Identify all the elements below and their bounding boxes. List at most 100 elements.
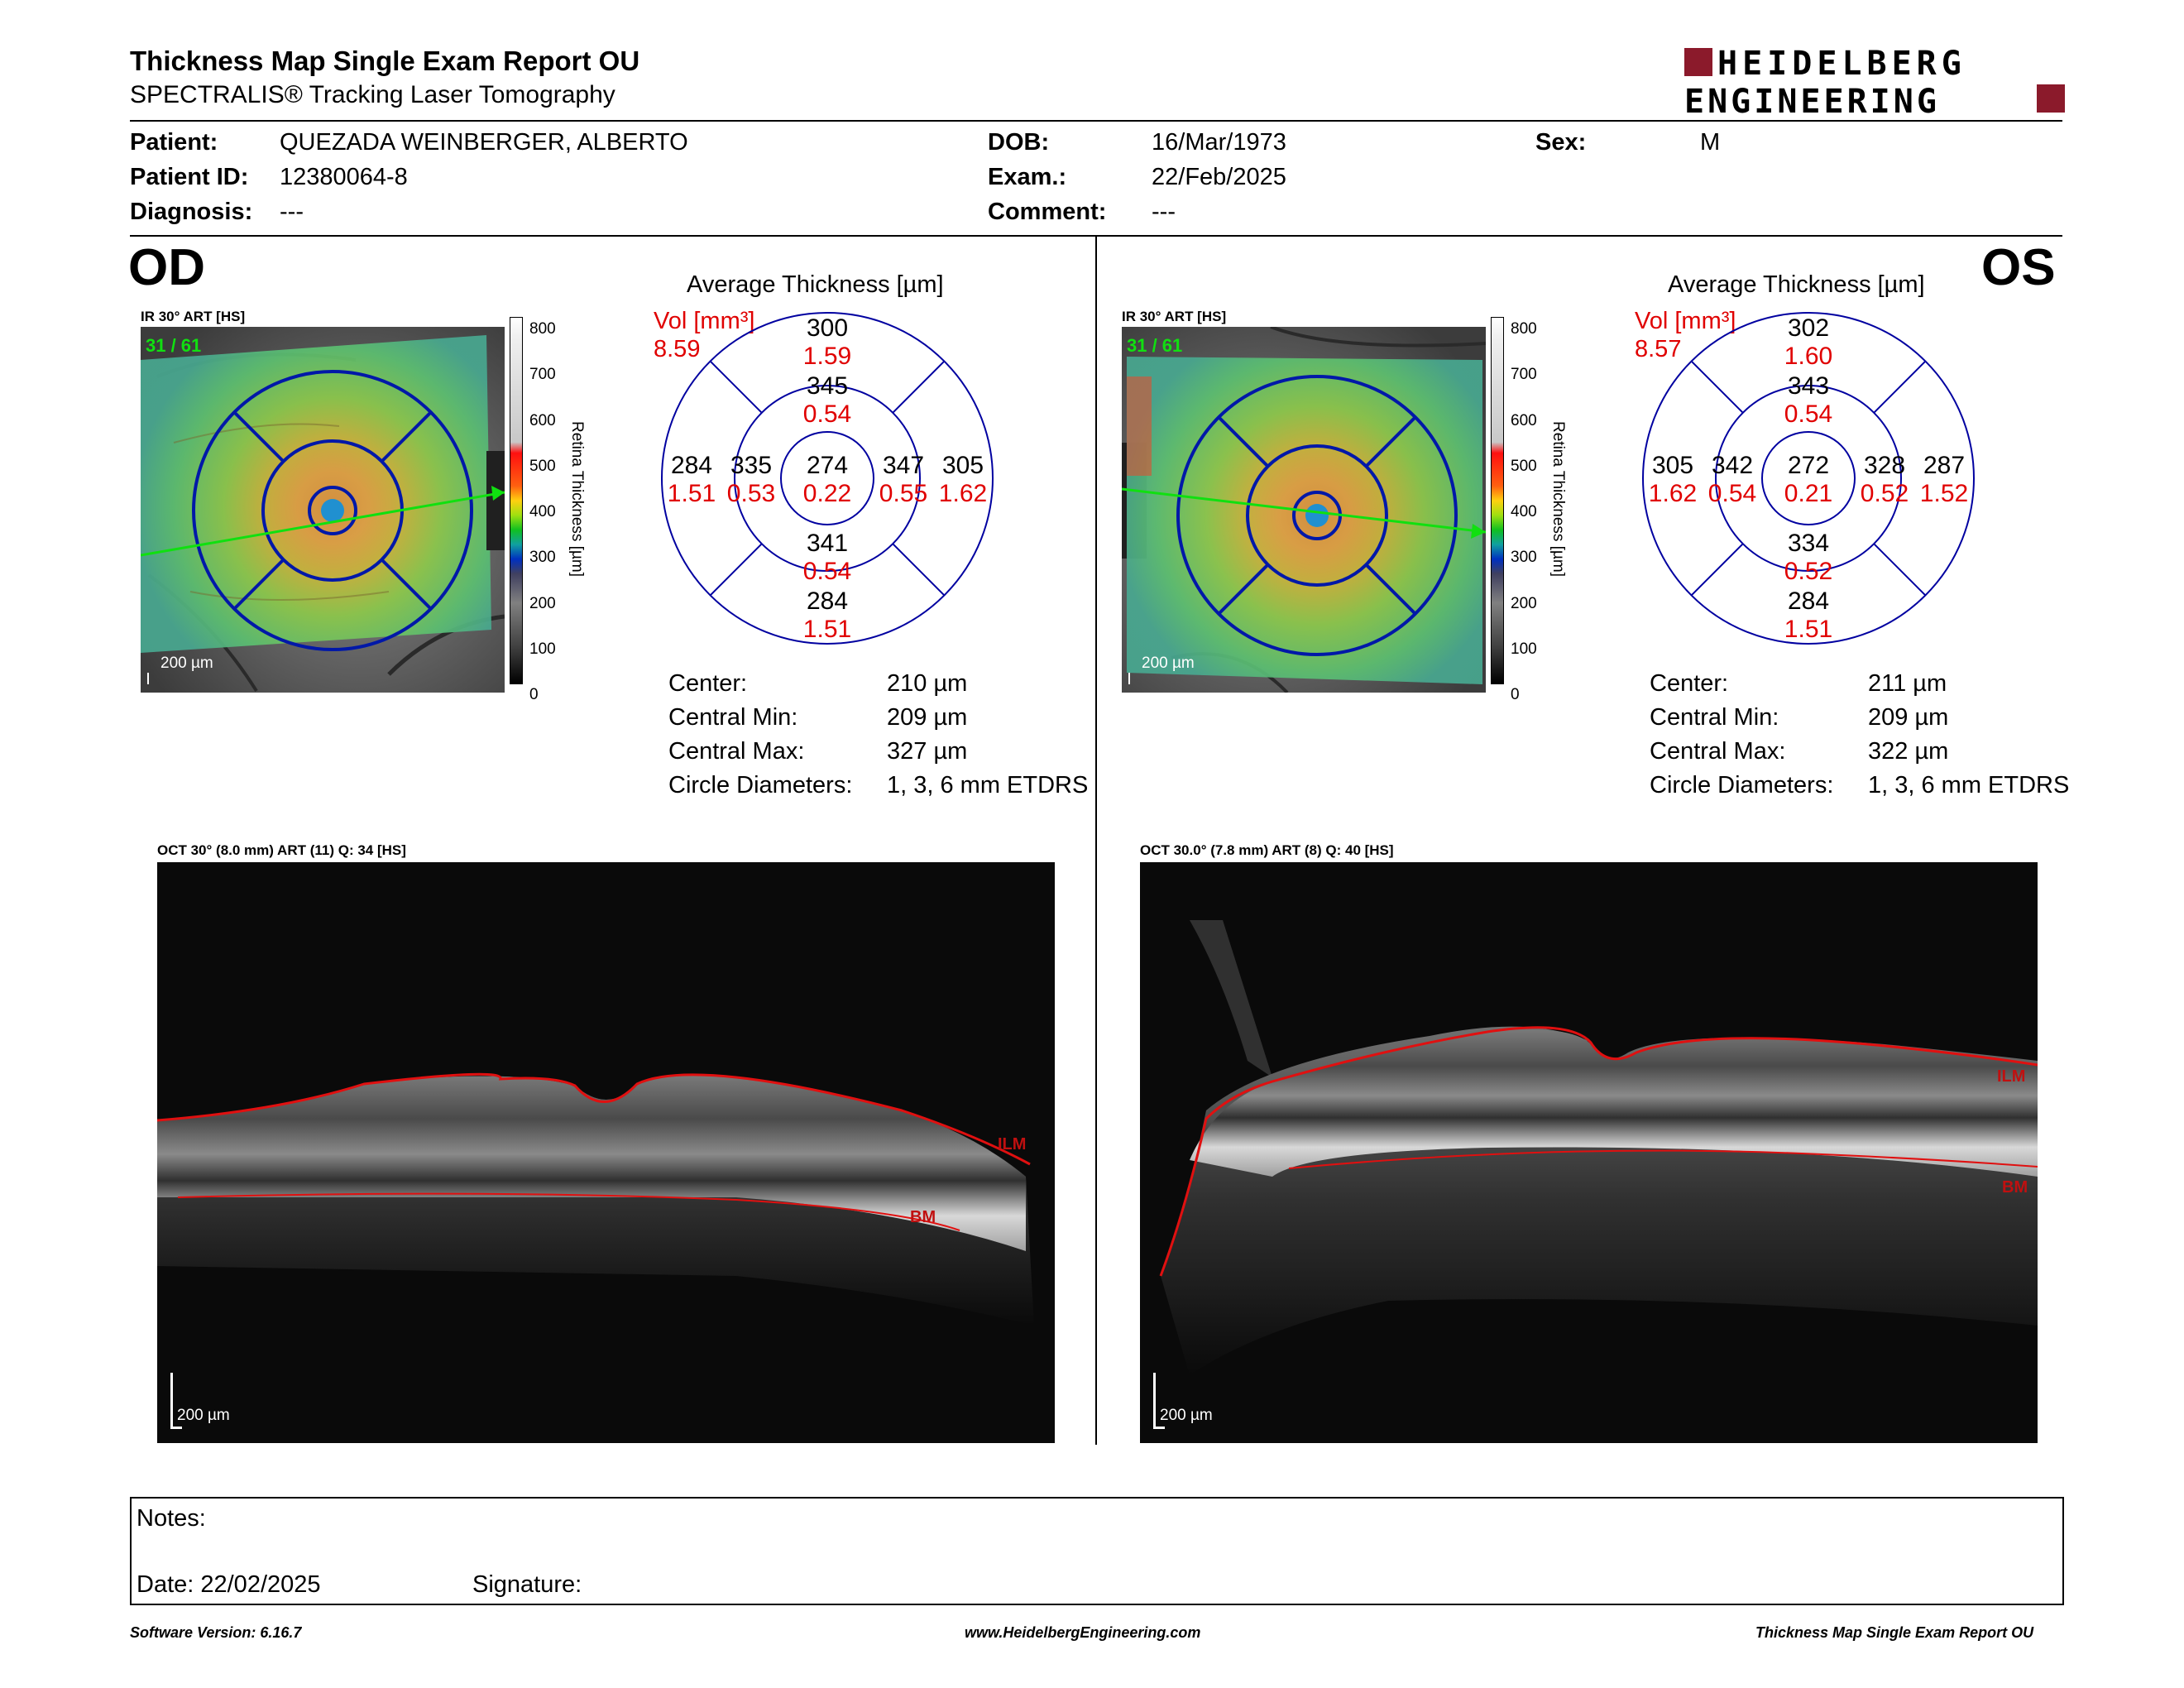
od-center: 274 0.22: [794, 452, 860, 508]
os-outer-inf-volume: 1.51: [1784, 616, 1833, 643]
os-inner-nasal-thickness: 342: [1711, 452, 1754, 479]
report-subtitle: SPECTRALIS® Tracking Laser Tomography: [130, 81, 615, 108]
software-version: Software Version: 6.16.7: [130, 1624, 302, 1641]
logo-line1: HEIDELBERG: [1717, 46, 1966, 83]
od-max-label: Central Max:: [668, 738, 805, 765]
os-oct-scalebar: [1153, 1373, 1156, 1429]
od-outer-temp-volume: 1.51: [667, 480, 716, 507]
od-outer-sup-volume: 1.59: [802, 343, 852, 370]
os-oct-label: OCT 30.0° (7.8 mm) ART (8) Q: 40 [HS]: [1140, 842, 1394, 858]
od-avg-title: Average Thickness [µm]: [687, 271, 944, 298]
os-fundus-scalebar: [1128, 673, 1130, 684]
od-center-value: 210 µm: [887, 670, 968, 697]
os-tick: 100: [1511, 640, 1537, 659]
od-oct-scan: ILM BM 200 µm: [157, 862, 1055, 1443]
os-outer-temp-volume: 1.52: [1919, 480, 1969, 507]
os-tick: 0: [1511, 686, 1520, 704]
patient-name: QUEZADA WEINBERGER, ALBERTO: [280, 129, 688, 156]
od-fundus-image: 31 / 61 200 µm: [141, 327, 505, 693]
od-oct-scale: 200 µm: [177, 1407, 230, 1424]
od-eye-label: OD: [128, 239, 205, 296]
exam-value: 22/Feb/2025: [1152, 164, 1286, 190]
os-inner-nasal-volume: 0.54: [1707, 480, 1757, 507]
patient-divider: [130, 235, 2062, 237]
od-max-value: 327 µm: [887, 738, 968, 765]
comment-label: Comment:: [988, 199, 1107, 225]
footer-report-name: Thickness Map Single Exam Report OU: [1755, 1624, 2034, 1641]
os-fundus-image: 31 / 61 200 µm: [1122, 327, 1486, 693]
os-inner-temp-thickness: 328: [1863, 452, 1906, 479]
os-inner-superior: 343 0.54: [1775, 372, 1842, 429]
od-outer-sup-thickness: 300: [806, 314, 849, 342]
od-center-label: Center:: [668, 670, 748, 697]
od-inner-temp-thickness: 335: [730, 452, 773, 479]
header-divider: [130, 120, 2062, 122]
os-inner-temp-volume: 0.52: [1860, 480, 1909, 507]
od-oct-scalebar-foot: [170, 1427, 182, 1429]
os-diam-label: Circle Diameters:: [1650, 772, 1834, 798]
os-etdrs-overlay: [1122, 375, 1486, 656]
os-eye-label: OS: [1981, 239, 2056, 296]
os-inner-sup-volume: 0.54: [1784, 400, 1833, 428]
od-bm-label: BM: [910, 1208, 936, 1226]
od-colorbar-title: Retina Thickness [µm]: [568, 421, 586, 577]
od-tick: 0: [529, 686, 539, 704]
od-outer-superior: 300 1.59: [794, 314, 860, 371]
os-vol-label: Vol [mm³]: [1635, 308, 1736, 334]
patient-id-label: Patient ID:: [130, 164, 249, 190]
os-inner-sup-thickness: 343: [1787, 372, 1830, 400]
os-oct-scale: 200 µm: [1160, 1407, 1213, 1424]
od-outer-temporal: 284 1.51: [662, 452, 721, 508]
os-tick: 500: [1511, 457, 1537, 475]
os-tick: 200: [1511, 594, 1537, 612]
od-outer-temp-thickness: 284: [670, 452, 713, 479]
od-inner-nasal: 347 0.55: [870, 452, 936, 508]
os-inner-inf-volume: 0.52: [1784, 558, 1833, 585]
os-etdrs-grid: [1642, 312, 1975, 645]
os-inner-temporal: 328 0.52: [1851, 452, 1918, 508]
od-outer-inferior: 284 1.51: [794, 587, 860, 644]
od-tick: 400: [529, 503, 556, 521]
os-center-label: Center:: [1650, 670, 1729, 697]
notes-box[interactable]: Notes: Date: 22/02/2025 Signature:: [130, 1497, 2064, 1605]
patient-label: Patient:: [130, 129, 218, 156]
os-avg-title: Average Thickness [µm]: [1668, 271, 1925, 298]
od-inner-sup-volume: 0.54: [802, 400, 852, 428]
os-vol-value: 8.57: [1635, 336, 1682, 362]
os-outer-nasal-volume: 1.62: [1648, 480, 1698, 507]
od-etdrs-grid: [661, 312, 994, 645]
os-min-label: Central Min:: [1650, 704, 1779, 731]
od-min-label: Central Min:: [668, 704, 798, 731]
os-diam-value: 1, 3, 6 mm ETDRS: [1868, 772, 2070, 798]
heidelberg-logo: HEIDELBERG ENGINEERING: [1684, 45, 2065, 121]
od-vol-value: 8.59: [654, 336, 701, 362]
od-inner-inferior: 341 0.54: [794, 530, 860, 586]
os-center-thickness: 272: [1787, 452, 1830, 479]
od-colorbar-ticks: 800 700 600 500 400 300 200 100 0: [529, 306, 556, 703]
sex-label: Sex:: [1535, 129, 1587, 156]
os-outer-superior: 302 1.60: [1775, 314, 1842, 371]
od-tick: 100: [529, 640, 556, 659]
website-link[interactable]: www.HeidelbergEngineering.com: [965, 1624, 1201, 1641]
od-min-value: 209 µm: [887, 704, 968, 731]
os-oct-scalebar-foot: [1153, 1427, 1165, 1429]
od-inner-temp-volume: 0.53: [726, 480, 776, 507]
od-fundus-scale: 200 µm: [160, 655, 213, 672]
diagnosis-value: ---: [280, 199, 304, 225]
os-tick: 600: [1511, 411, 1537, 429]
od-inner-superior: 345 0.54: [794, 372, 860, 429]
od-diam-value: 1, 3, 6 mm ETDRS: [887, 772, 1089, 798]
od-fundus-label: IR 30° ART [HS]: [141, 309, 246, 324]
os-colorbar: [1491, 317, 1504, 684]
od-tick: 200: [529, 594, 556, 612]
logo-line2: ENGINEERING: [1684, 83, 1940, 116]
os-fundus-label: IR 30° ART [HS]: [1122, 309, 1227, 324]
od-fundus-scalebar: [147, 673, 149, 684]
od-oct-scalebar: [170, 1373, 173, 1429]
os-min-value: 209 µm: [1868, 704, 1949, 731]
eye-divider: [1095, 237, 1097, 1445]
date-label: Date: 22/02/2025: [136, 1571, 321, 1598]
os-outer-nasal-thickness: 305: [1651, 452, 1694, 479]
od-fundus-counter: 31 / 61: [146, 335, 202, 356]
os-outer-sup-volume: 1.60: [1784, 343, 1833, 370]
